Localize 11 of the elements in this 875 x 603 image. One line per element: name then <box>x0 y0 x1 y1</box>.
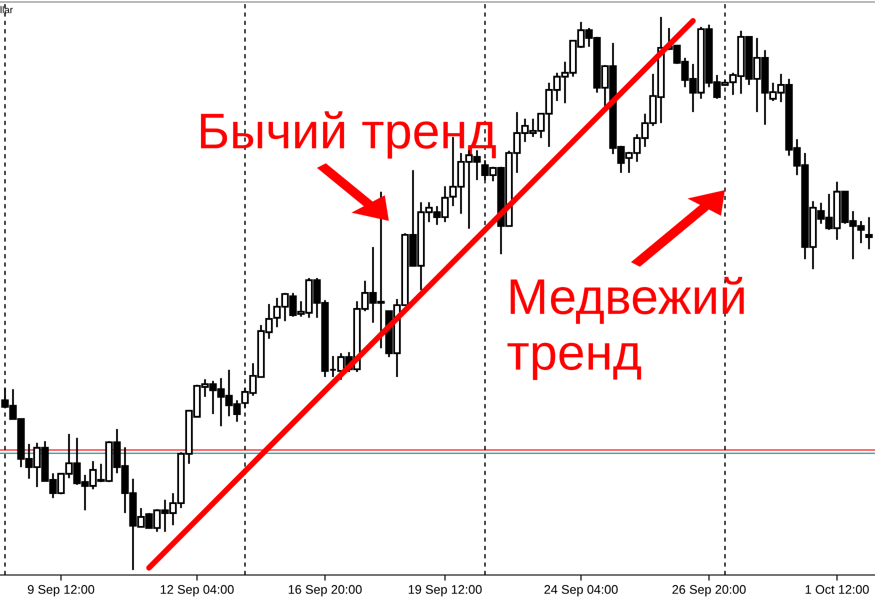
x-tick-label: 12 Sep 04:00 <box>160 585 234 596</box>
x-tick-label: 19 Sep 12:00 <box>408 585 482 596</box>
x-tick-label: 9 Sep 12:00 <box>28 585 94 596</box>
x-tick-label: 26 Sep 20:00 <box>672 585 746 596</box>
x-tick-label: 16 Sep 20:00 <box>288 585 362 596</box>
text: llar <box>0 6 13 14</box>
x-tick-label: 24 Sep 04:00 <box>544 585 618 596</box>
annotation: Бычий тренд <box>200 111 496 159</box>
x-tick-label: 1 Oct 12:00 <box>806 585 869 594</box>
candlestick <box>865 216 873 250</box>
annotation: Медвежий тренд <box>507 276 744 380</box>
